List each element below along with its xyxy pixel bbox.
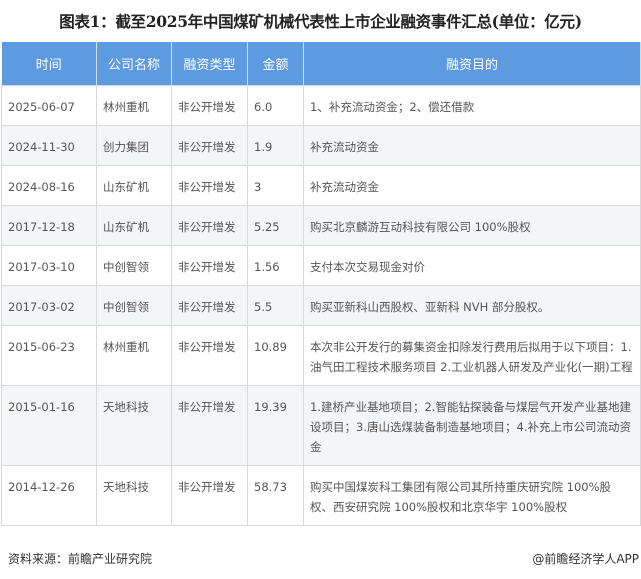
cell-purpose: 1.建桥产业基地项目；2.智能钻探装备与煤层气开发产业基地建设项目；3.唐山选煤… — [303, 385, 641, 466]
cell-amount: 58.73 — [247, 465, 304, 526]
cell-amount: 19.39 — [247, 385, 304, 466]
table-row: 2015-01-16 天地科技 非公开增发 19.39 1.建桥产业基地项目；2.智能钻… — [1, 385, 641, 466]
cell-company: 中创智领 — [96, 245, 172, 286]
table-row: 2024-11-30 创力集团 非公开增发 1.9 补充流动资金 — [1, 125, 641, 166]
cell-amount: 1.56 — [247, 245, 304, 286]
cell-company: 山东矿机 — [96, 205, 172, 246]
cell-time: 2015-06-23 — [1, 325, 97, 386]
cell-purpose: 支付本次交易现金对价 — [303, 245, 641, 286]
cell-purpose: 购买北京麟游互动科技有限公司 100%股权 — [303, 205, 641, 246]
table-row: 2024-08-16 山东矿机 非公开增发 3 补充流动资金 — [1, 165, 641, 206]
cell-type: 非公开增发 — [171, 125, 248, 166]
column-header-amount: 金额 — [247, 42, 304, 86]
header-row: 时间 公司名称 融资类型 金额 融资目的 — [1, 42, 641, 86]
cell-amount: 1.9 — [247, 125, 304, 166]
cell-amount: 5.25 — [247, 205, 304, 246]
cell-time: 2015-01-16 — [1, 385, 97, 466]
column-header-type: 融资类型 — [171, 42, 248, 86]
cell-time: 2024-08-16 — [1, 165, 97, 206]
cell-company: 天地科技 — [96, 465, 172, 526]
cell-type: 非公开增发 — [171, 165, 248, 206]
cell-time: 2017-03-02 — [1, 285, 97, 326]
cell-time: 2017-03-10 — [1, 245, 97, 286]
financing-table: 时间 公司名称 融资类型 金额 融资目的 2025-06-07 林州重机 非公开增发… — [1, 42, 641, 526]
cell-type: 非公开增发 — [171, 385, 248, 466]
cell-type: 非公开增发 — [171, 285, 248, 326]
cell-purpose: 购买中国煤炭科工集团有限公司其所持重庆研究院 100%股权、西安研究院 100%… — [303, 465, 641, 526]
cell-purpose: 购买亚新科山西股权、亚新科 NVH 部分股权。 — [303, 285, 641, 326]
cell-purpose: 本次非公开发行的募集资金扣除发行费用后拟用于以下项目：1.油气田工程技术服务项目… — [303, 325, 641, 386]
cell-company: 天地科技 — [96, 385, 172, 466]
cell-type: 非公开增发 — [171, 205, 248, 246]
cell-time: 2017-12-18 — [1, 205, 97, 246]
cell-amount: 3 — [247, 165, 304, 206]
source-note: 资料来源：前瞻产业研究院 — [8, 552, 153, 566]
table-row: 2025-06-07 林州重机 非公开增发 6.0 1、补充流动资金；2、偿还借款 — [1, 85, 641, 126]
cell-type: 非公开增发 — [171, 245, 248, 286]
cell-company: 林州重机 — [96, 85, 172, 126]
column-header-time: 时间 — [1, 42, 97, 86]
cell-time: 2014-12-26 — [1, 465, 97, 526]
cell-company: 林州重机 — [96, 325, 172, 386]
cell-type: 非公开增发 — [171, 85, 248, 126]
cell-company: 中创智领 — [96, 285, 172, 326]
cell-time: 2024-11-30 — [1, 125, 97, 166]
cell-purpose: 补充流动资金 — [303, 165, 641, 206]
cell-time: 2025-06-07 — [1, 85, 97, 126]
column-header-company: 公司名称 — [96, 42, 172, 86]
cell-amount: 10.89 — [247, 325, 304, 386]
cell-purpose: 补充流动资金 — [303, 125, 641, 166]
credit-note: @前瞻经济学人APP — [532, 552, 639, 566]
table-row: 2014-12-26 天地科技 非公开增发 58.73 购买中国煤炭科工集团有限公司其所… — [1, 465, 641, 526]
table-title: 图表1：截至2025年中国煤矿机械代表性上市企业融资事件汇总(单位：亿元) — [59, 12, 582, 31]
cell-type: 非公开增发 — [171, 325, 248, 386]
cell-purpose: 1、补充流动资金；2、偿还借款 — [303, 85, 641, 126]
cell-amount: 5.5 — [247, 285, 304, 326]
table-row: 2017-03-10 中创智领 非公开增发 1.56 支付本次交易现金对价 — [1, 245, 641, 286]
cell-company: 山东矿机 — [96, 165, 172, 206]
table-row: 2015-06-23 林州重机 非公开增发 10.89 本次非公开发行的募集资金扣除发行… — [1, 325, 641, 386]
cell-amount: 6.0 — [247, 85, 304, 126]
table-row: 2017-03-02 中创智领 非公开增发 5.5 购买亚新科山西股权、亚新科 NVH … — [1, 285, 641, 326]
cell-type: 非公开增发 — [171, 465, 248, 526]
column-header-purpose: 融资目的 — [303, 42, 641, 86]
cell-company: 创力集团 — [96, 125, 172, 166]
table-row: 2017-12-18 山东矿机 非公开增发 5.25 购买北京麟游互动科技有限公司 10… — [1, 205, 641, 246]
